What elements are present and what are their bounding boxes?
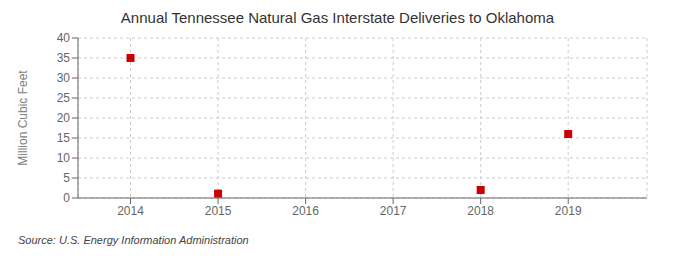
svg-text:40: 40: [57, 31, 71, 45]
svg-text:2014: 2014: [117, 204, 144, 218]
html-text:Annual Tennessee Natural Gas I: Annual Tennessee Natural Gas Interstate …: [120, 9, 555, 26]
svg-text:2017: 2017: [380, 204, 407, 218]
svg-text:0: 0: [63, 191, 70, 205]
svg-text:2019: 2019: [555, 204, 582, 218]
svg-text:2015: 2015: [205, 204, 232, 218]
svg-text:5: 5: [63, 171, 70, 185]
svg-text:15: 15: [57, 131, 71, 145]
svg-text:2018: 2018: [467, 204, 494, 218]
svg-text:10: 10: [57, 151, 71, 165]
svg-text:35: 35: [57, 51, 71, 65]
svg-text:20: 20: [57, 111, 71, 125]
svg-text:30: 30: [57, 71, 71, 85]
html-text:Source: U.S. Energy Informatio: Source: U.S. Energy Information Administ…: [18, 234, 249, 246]
svg-text:Million Cubic Feet: Million Cubic Feet: [16, 70, 30, 166]
svg-text:2016: 2016: [292, 204, 319, 218]
svg-text:25: 25: [57, 91, 71, 105]
